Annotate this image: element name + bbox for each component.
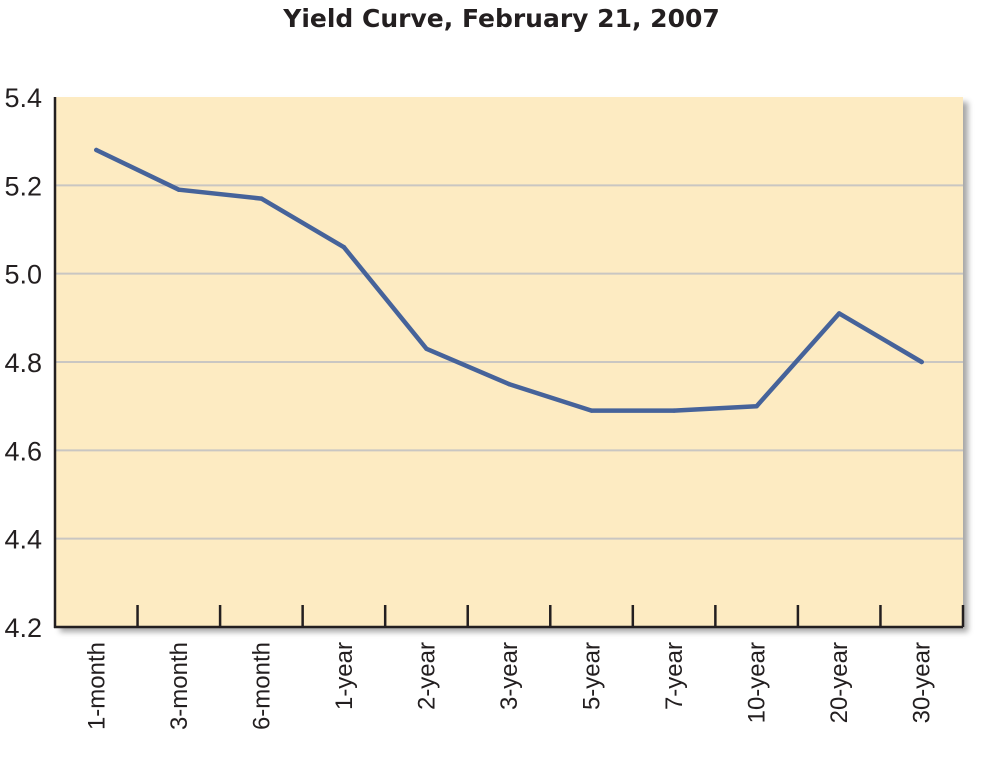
axes bbox=[53, 97, 965, 629]
gridlines bbox=[55, 184, 963, 540]
y-tick-label: 4.6 bbox=[4, 436, 42, 466]
data-point bbox=[424, 346, 429, 351]
data-point bbox=[94, 147, 99, 153]
data-point bbox=[671, 408, 677, 413]
x-tick-label: 20-year bbox=[826, 642, 853, 723]
data-point bbox=[919, 359, 924, 365]
x-tick-label: 3-year bbox=[496, 642, 523, 710]
y-tick-label: 4.4 bbox=[4, 525, 42, 555]
x-tick-label: 1-month bbox=[83, 642, 110, 730]
x-tick-label: 1-year bbox=[331, 642, 358, 710]
data-point bbox=[176, 187, 182, 192]
x-tick-label: 7-year bbox=[661, 642, 688, 710]
series-layer bbox=[94, 147, 924, 413]
x-tick-label: 10-year bbox=[744, 642, 771, 723]
y-tick-label: 5.4 bbox=[4, 83, 42, 113]
y-tick-labels: 4.2 4.4 4.6 4.8 5.0 5.2 5.4 bbox=[4, 83, 42, 643]
data-point bbox=[754, 403, 759, 409]
data-point bbox=[506, 381, 512, 387]
data-point bbox=[589, 408, 594, 413]
data-point bbox=[259, 196, 264, 201]
x-tick-label: 3-month bbox=[166, 642, 193, 730]
y-tick-label: 4.2 bbox=[4, 613, 42, 643]
x-tick-labels: 1-month 3-month 6-month 1-year 2-year 3-year 5… bbox=[83, 642, 935, 730]
data-point bbox=[836, 311, 842, 316]
x-tick-label: 5-year bbox=[579, 642, 606, 710]
x-tick-label: 2-year bbox=[413, 642, 440, 710]
data-point bbox=[341, 244, 347, 250]
y-tick-label: 5.0 bbox=[4, 260, 42, 290]
x-tick-label: 30-year bbox=[909, 642, 936, 723]
chart-title: Yield Curve, February 21, 2007 bbox=[283, 4, 720, 33]
y-tick-label: 5.2 bbox=[4, 171, 42, 201]
y-tick-label: 4.8 bbox=[4, 348, 42, 378]
x-tick-label: 6-month bbox=[248, 642, 275, 730]
